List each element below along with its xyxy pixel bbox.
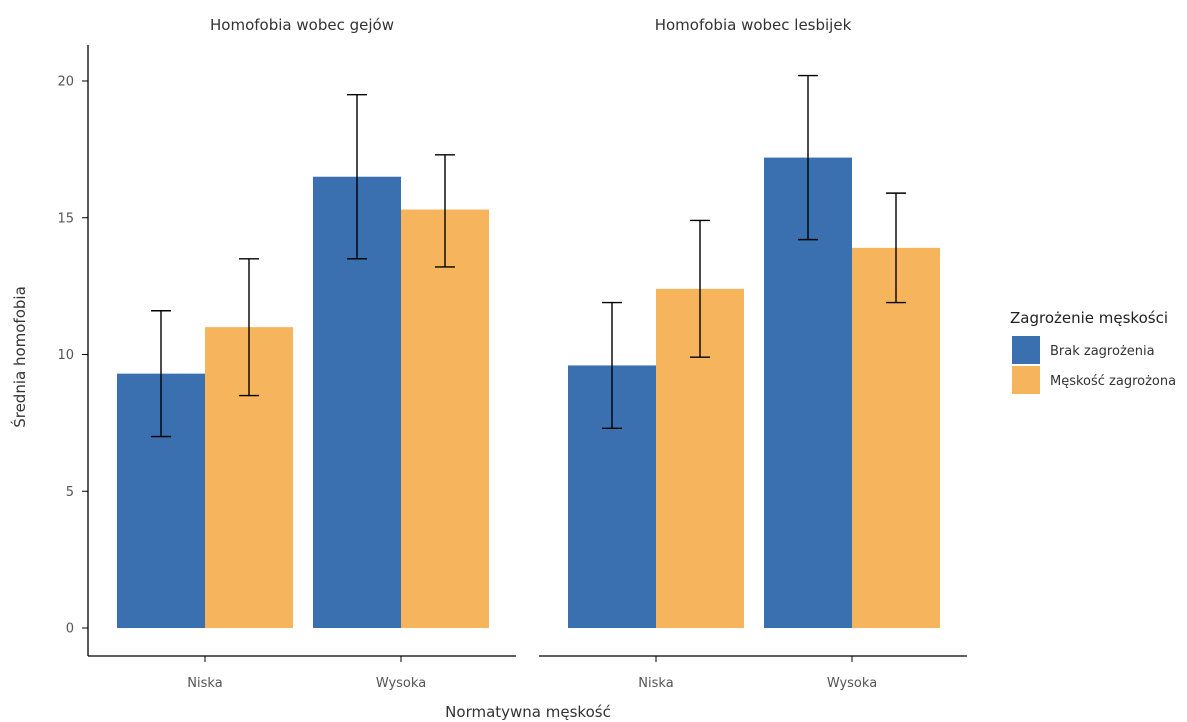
bars-layer xyxy=(117,157,940,629)
y-tick-label: 5 xyxy=(66,485,74,500)
y-tick-label: 15 xyxy=(57,211,74,226)
y-tick-label: 20 xyxy=(57,75,74,90)
facet-title-lesbians: Homofobia wobec lesbijek xyxy=(655,16,852,34)
x-axis-ticks: Niska Wysoka Niska Wysoka xyxy=(187,656,877,691)
bar xyxy=(401,209,489,629)
x-tick-label: Wysoka xyxy=(827,676,877,691)
legend-swatch-meskosc-zagrozona xyxy=(1012,366,1040,394)
bar xyxy=(852,247,940,628)
legend: Zagrożenie męskości Brak zagrożenia Męsk… xyxy=(1010,309,1176,394)
y-axis-title: Średnia homofobia xyxy=(10,286,29,428)
x-tick-label: Niska xyxy=(638,676,673,691)
x-tick-label: Wysoka xyxy=(376,676,426,691)
legend-label-meskosc-zagrozona: Męskość zagrożona xyxy=(1050,374,1176,389)
facet-title-gays: Homofobia wobec gejów xyxy=(210,16,394,34)
error-bars-layer xyxy=(151,74,906,438)
y-axis-ticks: 0 5 10 15 20 xyxy=(57,75,88,637)
x-tick-label: Niska xyxy=(187,676,222,691)
legend-swatch-brak-zagrozenia xyxy=(1012,336,1040,364)
y-tick-label: 0 xyxy=(66,622,74,637)
legend-title: Zagrożenie męskości xyxy=(1010,309,1168,327)
y-tick-label: 10 xyxy=(57,348,74,363)
x-axis-title: Normatywna męskość xyxy=(445,703,611,721)
legend-label-brak-zagrozenia: Brak zagrożenia xyxy=(1050,344,1155,359)
